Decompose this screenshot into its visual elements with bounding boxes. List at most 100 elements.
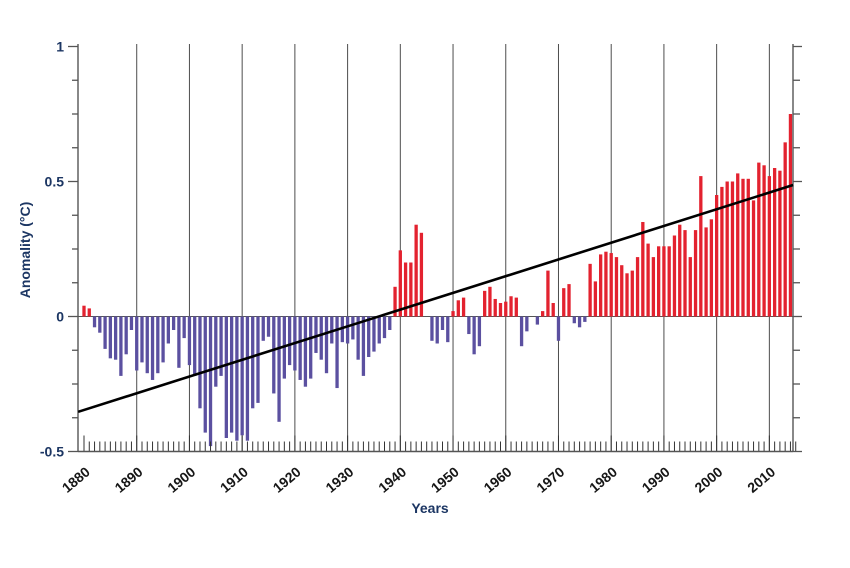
anomaly-bar-1887: [119, 316, 123, 376]
anomaly-bar-1997: [699, 176, 703, 317]
anomaly-bar-1912: [251, 316, 255, 409]
anomaly-bars: [82, 114, 793, 447]
x-tick-label-1880: 1880: [59, 463, 93, 495]
anomaly-bar-1954: [472, 316, 476, 355]
anomaly-bar-1922: [303, 316, 308, 387]
anomaly-bar-1983: [625, 273, 629, 317]
anomaly-bar-1955: [477, 316, 482, 347]
anomaly-bar-1985: [635, 257, 640, 317]
anomaly-bar-1892: [145, 316, 149, 374]
anomaly-bar-1950: [451, 311, 455, 317]
anomaly-bar-2013: [783, 142, 787, 317]
anomaly-bar-1908: [229, 316, 234, 433]
anomaly-bar-2012: [778, 170, 782, 317]
anomaly-bar-1991: [667, 246, 671, 317]
anomaly-bar-1979: [604, 251, 608, 317]
anomaly-bar-1886: [113, 316, 118, 360]
anomaly-bar-1949: [446, 316, 450, 343]
anomaly-bar-1930: [345, 316, 350, 344]
anomaly-bar-1889: [129, 316, 134, 330]
anomaly-bar-1957: [488, 286, 492, 317]
anomaly-bar-1911: [245, 316, 250, 441]
anomaly-bar-1948: [440, 316, 445, 330]
anomaly-bar-2006: [746, 178, 750, 317]
anomaly-bar-1933: [361, 316, 366, 376]
anomaly-bar-1895: [161, 316, 165, 363]
anomaly-bar-1903: [203, 316, 207, 433]
anomaly-bar-1919: [287, 316, 292, 366]
anomaly-bar-1984: [630, 270, 634, 317]
anomaly-bar-2000: [714, 195, 719, 317]
anomaly-bar-1893: [150, 316, 155, 380]
anomaly-bar-1973: [572, 316, 576, 324]
anomaly-bar-1890: [135, 316, 139, 371]
anomaly-bar-1982: [620, 265, 624, 317]
anomaly-bar-1942: [409, 262, 413, 317]
anomaly-bar-2004: [736, 173, 740, 317]
anomaly-bar-1934: [367, 316, 371, 357]
x-tick-label-2000: 2000: [691, 463, 725, 495]
chart-generated-layer: -0.5 0 0.5 1 1880 1890 1900 1910 1920 1930 1940 195…: [40, 39, 802, 496]
anomaly-bar-1944: [419, 232, 424, 317]
anomaly-bar-1926: [324, 316, 329, 374]
x-tick-label-1910: 1910: [217, 463, 251, 495]
anomaly-bar-1884: [103, 316, 107, 349]
anomaly-bar-1928: [335, 316, 339, 389]
anomaly-bar-1999: [709, 219, 714, 317]
anomaly-bar-1894: [156, 316, 160, 374]
anomaly-bar-1976: [588, 263, 592, 317]
anomaly-bar-1885: [108, 316, 113, 359]
anomaly-bar-1898: [177, 316, 181, 368]
anomaly-bar-1971: [562, 288, 566, 317]
anomaly-bar-1952: [461, 297, 466, 317]
anomaly-bar-1935: [372, 316, 376, 352]
anomaly-bar-2001: [720, 186, 724, 317]
y-tick-label-0: 0: [56, 309, 64, 325]
anomaly-bar-1904: [208, 316, 213, 447]
anomaly-bar-1946: [430, 316, 434, 341]
anomaly-bar-1986: [641, 222, 645, 317]
y-axis-title: Anomality (°C): [17, 202, 33, 299]
anomaly-bar-2005: [741, 178, 745, 317]
anomaly-bar-1913: [256, 316, 260, 403]
anomaly-bar-1907: [224, 316, 228, 438]
x-tick-label-1970: 1970: [533, 463, 567, 495]
anomaly-bar-1998: [704, 227, 708, 317]
anomaly-bar-1881: [87, 308, 91, 317]
anomaly-bar-2011: [772, 168, 777, 317]
anomaly-bar-1941: [403, 262, 408, 317]
x-tick-label-1940: 1940: [375, 463, 409, 495]
anomaly-bar-1990: [662, 246, 666, 317]
anomaly-bar-1993: [678, 224, 682, 317]
anomaly-bar-1899: [182, 316, 186, 339]
anomaly-bar-1925: [319, 316, 323, 360]
anomaly-bar-1969: [551, 303, 555, 317]
anomaly-bar-1923: [309, 316, 313, 379]
x-tick-label-1920: 1920: [270, 463, 304, 495]
trend-line: [77, 183, 794, 414]
anomaly-bar-1947: [435, 316, 439, 344]
anomaly-bar-1936: [377, 316, 381, 344]
anomaly-bar-2003: [730, 181, 735, 317]
x-tick-label-1930: 1930: [322, 463, 356, 495]
anomaly-bar-1914: [261, 316, 265, 341]
anomaly-bar-1989: [657, 246, 661, 317]
anomaly-bar-1937: [382, 316, 387, 339]
anomaly-bar-1897: [171, 316, 176, 330]
anomaly-bar-1977: [593, 281, 598, 317]
anomaly-bar-1910: [240, 316, 244, 436]
y-tick-label-1: 1: [56, 39, 64, 55]
anomaly-bar-1953: [467, 316, 471, 335]
anomaly-bar-1882: [92, 316, 97, 328]
anomaly-bar-1978: [599, 254, 603, 317]
x-tick-label-1990: 1990: [639, 463, 673, 495]
anomaly-bar-1964: [525, 316, 529, 332]
anomaly-bar-1915: [266, 316, 271, 337]
anomaly-bar-1958: [493, 298, 497, 317]
anomaly-bar-1883: [98, 316, 102, 333]
anomaly-bar-1916: [272, 316, 276, 394]
anomaly-bar-1909: [235, 316, 239, 441]
anomaly-bar-1960: [504, 301, 508, 317]
